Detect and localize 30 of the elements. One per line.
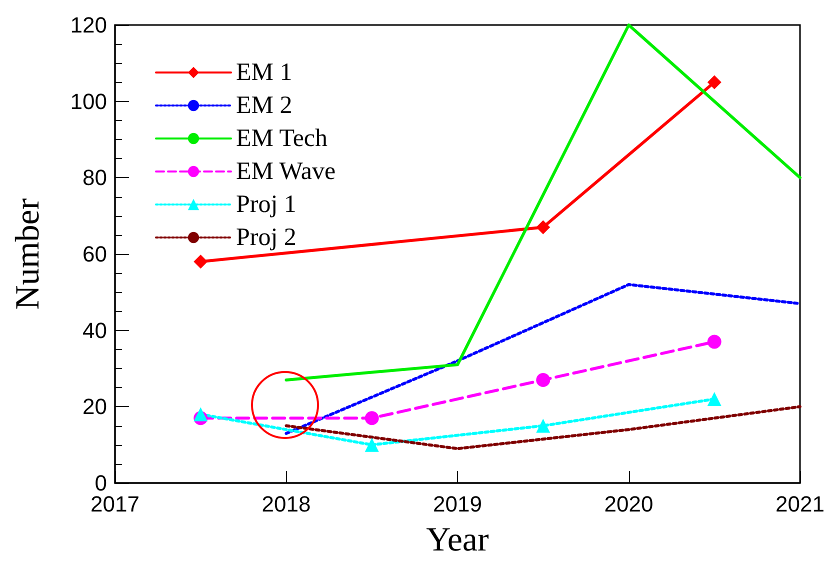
point [364,438,379,452]
point [536,418,550,433]
y-tick-label: 80 [82,165,107,190]
x-tick-label: 2018 [262,492,311,516]
point [536,220,550,234]
x-tick-label: 2019 [433,492,482,516]
y-tick-label: 20 [82,394,107,420]
point [707,75,722,90]
x-tick-label: 2020 [604,492,654,516]
y-tick-label: 120 [70,12,107,38]
point [536,372,550,387]
point [707,334,722,349]
point [364,411,379,426]
legend-label: Proj 2 [236,224,296,251]
legend-label: EM 1 [236,59,292,86]
legend-label: Proj 1 [236,191,296,218]
line-series [284,283,802,435]
x-tick-label: 2021 [776,492,824,516]
y-tick-label: 100 [70,88,107,114]
y-tick-label: 60 [82,242,107,266]
legend-label: EM Wave [236,158,336,185]
legend-label: EM 2 [236,92,292,119]
legend-label: EM Tech [236,125,328,152]
point [194,407,208,422]
line-series [284,405,802,450]
x-axis-title: Year [426,522,490,558]
point [707,392,722,406]
y-tick-label: 40 [82,318,107,343]
y-axis-title: Number [10,198,46,310]
point [194,254,208,269]
